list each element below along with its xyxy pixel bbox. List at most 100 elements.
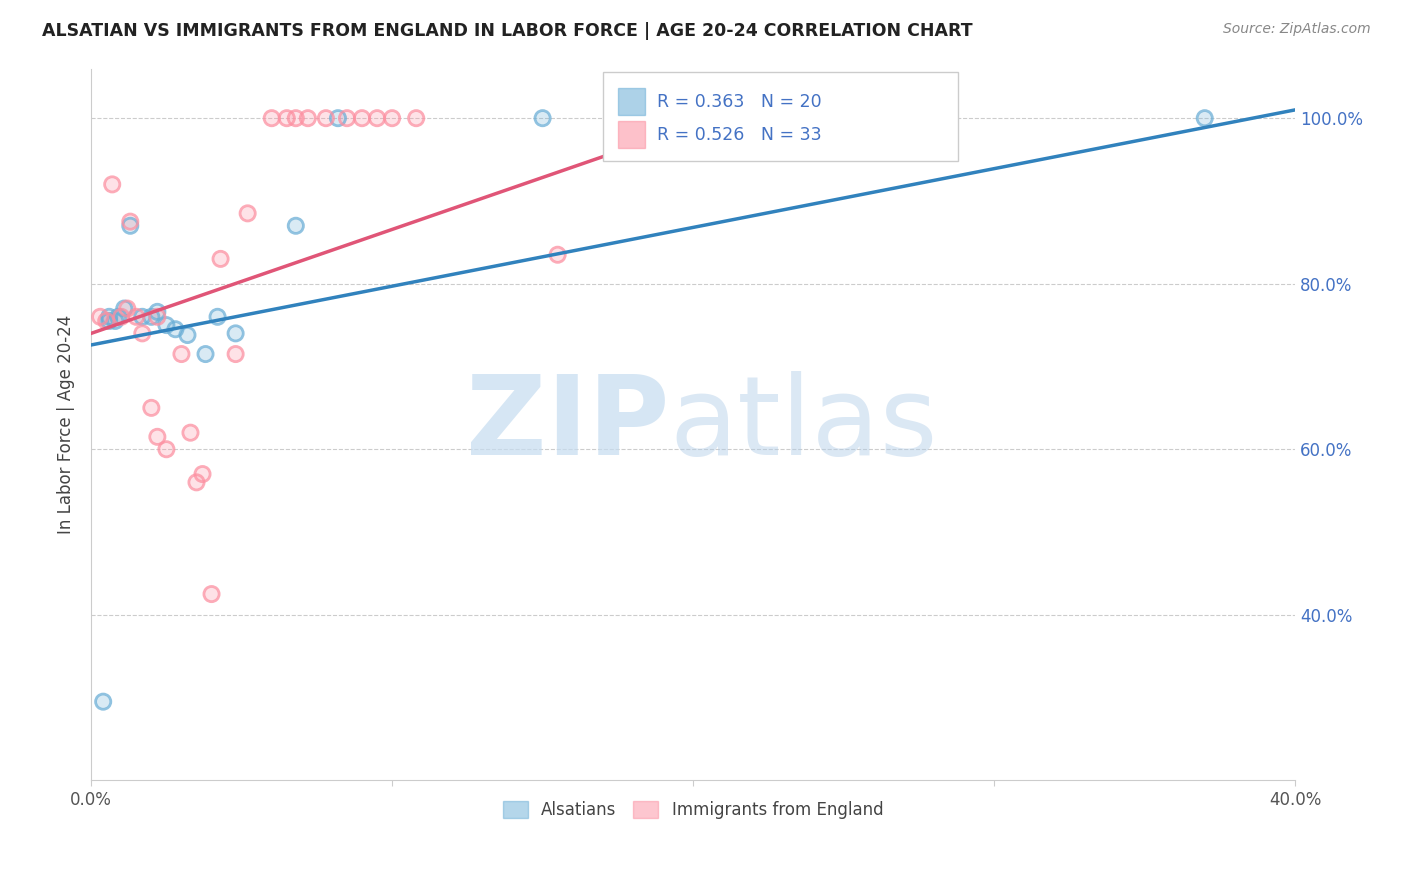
Point <box>165 322 187 336</box>
Point <box>276 111 298 125</box>
Point <box>146 310 169 324</box>
Point <box>120 214 142 228</box>
Point <box>170 347 193 361</box>
Point <box>155 318 177 332</box>
Point <box>141 401 163 415</box>
Point <box>155 442 177 457</box>
Point <box>98 314 121 328</box>
Point <box>98 314 121 328</box>
Text: atlas: atlas <box>669 371 938 478</box>
Point <box>89 310 111 324</box>
Point <box>727 111 749 125</box>
Point <box>284 219 307 233</box>
Point <box>112 301 135 316</box>
Point <box>260 111 283 125</box>
Bar <box>619 88 645 115</box>
Point <box>179 425 201 440</box>
Point <box>284 219 307 233</box>
Point <box>366 111 388 125</box>
Point <box>125 310 148 324</box>
Point <box>98 310 121 324</box>
Point <box>284 111 307 125</box>
Point <box>179 425 201 440</box>
Text: Source: ZipAtlas.com: Source: ZipAtlas.com <box>1223 22 1371 37</box>
Point <box>120 214 142 228</box>
Point <box>117 301 139 316</box>
Point <box>236 206 259 220</box>
Point <box>176 328 198 343</box>
Point <box>225 326 247 341</box>
Point <box>191 467 214 481</box>
Point <box>207 310 229 324</box>
Point <box>350 111 373 125</box>
Point <box>101 178 124 192</box>
Point <box>146 310 169 324</box>
Point <box>381 111 404 125</box>
Point <box>96 314 118 328</box>
Point <box>727 111 749 125</box>
Point <box>155 318 177 332</box>
Point <box>176 328 198 343</box>
Point <box>146 305 169 319</box>
Point <box>350 111 373 125</box>
Point <box>260 111 283 125</box>
Point <box>682 111 704 125</box>
Point <box>315 111 337 125</box>
Point <box>117 301 139 316</box>
Point <box>155 442 177 457</box>
Point <box>101 178 124 192</box>
Point <box>200 587 222 601</box>
Point <box>107 310 129 324</box>
Point <box>110 310 132 324</box>
Point <box>405 111 427 125</box>
Point <box>276 111 298 125</box>
Point <box>194 347 217 361</box>
Point <box>297 111 319 125</box>
Point <box>191 467 214 481</box>
Point <box>165 322 187 336</box>
Point <box>131 310 153 324</box>
Point <box>186 475 208 490</box>
Point <box>96 314 118 328</box>
Point <box>405 111 427 125</box>
Point <box>141 310 163 324</box>
Point <box>186 475 208 490</box>
Point <box>366 111 388 125</box>
Point <box>131 326 153 341</box>
Point <box>326 111 349 125</box>
Point <box>225 326 247 341</box>
Point <box>104 314 127 328</box>
Point <box>381 111 404 125</box>
Point <box>326 111 349 125</box>
Point <box>547 248 569 262</box>
Point <box>91 695 114 709</box>
Point <box>131 326 153 341</box>
Point <box>120 219 142 233</box>
Legend: Alsatians, Immigrants from England: Alsatians, Immigrants from England <box>496 794 890 825</box>
Point <box>336 111 359 125</box>
Point <box>120 219 142 233</box>
Point <box>682 111 704 125</box>
Text: R = 0.363   N = 20: R = 0.363 N = 20 <box>657 93 821 111</box>
Point <box>194 347 217 361</box>
Point <box>107 310 129 324</box>
Point <box>91 695 114 709</box>
Point <box>110 310 132 324</box>
Text: R = 0.526   N = 33: R = 0.526 N = 33 <box>657 126 821 144</box>
Point <box>146 305 169 319</box>
Point <box>146 430 169 444</box>
Point <box>170 347 193 361</box>
Text: ZIP: ZIP <box>465 371 669 478</box>
Point <box>236 206 259 220</box>
Point <box>284 111 307 125</box>
Point <box>207 310 229 324</box>
Bar <box>619 121 645 148</box>
Point <box>141 310 163 324</box>
Point <box>200 587 222 601</box>
Y-axis label: In Labor Force | Age 20-24: In Labor Force | Age 20-24 <box>58 315 75 534</box>
Point <box>131 310 153 324</box>
Point <box>98 310 121 324</box>
Point <box>125 310 148 324</box>
Point <box>104 314 127 328</box>
Text: ALSATIAN VS IMMIGRANTS FROM ENGLAND IN LABOR FORCE | AGE 20-24 CORRELATION CHART: ALSATIAN VS IMMIGRANTS FROM ENGLAND IN L… <box>42 22 973 40</box>
